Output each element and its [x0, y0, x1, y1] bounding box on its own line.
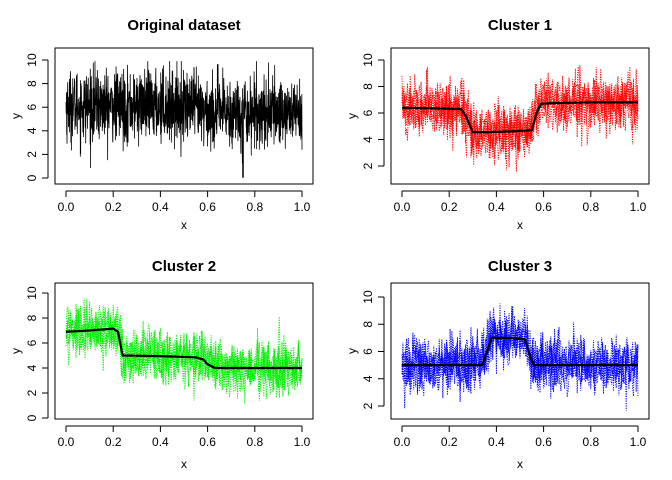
x-tick-label: 0.2: [105, 435, 122, 449]
x-tick-label: 0.8: [582, 435, 599, 449]
y-tick-label: 8: [25, 314, 39, 321]
y-tick-label: 10: [361, 290, 375, 304]
x-tick-label: 1.0: [294, 200, 311, 214]
x-axis-label: x: [181, 218, 187, 232]
plot-frame: [390, 47, 650, 185]
member-series-line: [401, 66, 639, 171]
axes-layer: 0.0 0.2 0.4 0.6 0.8 1.0 2 4 6 8 10: [361, 282, 650, 449]
y-tick-label: 4: [25, 127, 39, 134]
y-tick-label: 6: [361, 109, 375, 116]
y-tick-label: 8: [25, 80, 39, 87]
member-series-line: [65, 306, 303, 399]
axes-layer: 0.0 0.2 0.4 0.6 0.8 1.0 0 2 4 6 8 10: [25, 282, 314, 449]
x-tick-label: 0.0: [394, 435, 411, 449]
y-tick-label: 4: [361, 375, 375, 382]
y-tick-label: 6: [361, 348, 375, 355]
mean-layer: [402, 336, 638, 367]
x-tick-label: 0.4: [152, 200, 169, 214]
x-tick-label: 1.0: [630, 435, 647, 449]
y-tick-label: 2: [361, 402, 375, 409]
x-axis-label: x: [517, 218, 523, 232]
y-tick-label: 8: [361, 83, 375, 90]
x-tick-label: 0.2: [441, 200, 458, 214]
chart-title: Cluster 2: [152, 258, 216, 275]
y-tick-label: 4: [361, 136, 375, 143]
y-tick-label: 2: [25, 151, 39, 158]
axes-layer: 0.0 0.2 0.4 0.6 0.8 1.0 0 2 4 6 8 10: [25, 47, 314, 214]
plot-frame: [54, 282, 314, 420]
x-tick-label: 0.2: [105, 200, 122, 214]
cluster-mean-line: [65, 327, 302, 370]
y-axis-label: y: [9, 113, 23, 119]
x-tick-label: 0.4: [152, 435, 169, 449]
mean-layer: [65, 327, 302, 370]
panel-cluster-3: Cluster 3 x y 0.0 0.2 0.4 0.6 0.8 1.0 2 4 6 8 10: [345, 258, 650, 471]
y-tick-label: 6: [25, 339, 39, 346]
y-tick-label: 0: [25, 414, 39, 421]
y-tick-label: 10: [361, 53, 375, 67]
data-layer: [401, 65, 639, 172]
x-tick-label: 0.6: [535, 435, 552, 449]
member-series-line: [65, 297, 303, 401]
y-tick-label: 0: [25, 174, 39, 181]
chart-title: Cluster 1: [488, 17, 552, 34]
member-series-line: [65, 303, 303, 404]
y-tick-label: 6: [25, 104, 39, 111]
x-tick-label: 0.8: [582, 200, 599, 214]
x-tick-label: 0.0: [58, 200, 75, 214]
x-tick-label: 0.4: [488, 200, 505, 214]
x-tick-label: 0.6: [199, 435, 216, 449]
panel-original-dataset: Original dataset x y 0.0 0.2 0.4 0.6 0.8 1.00…: [9, 17, 314, 232]
x-tick-label: 0.0: [58, 435, 75, 449]
y-tick-label: 2: [25, 389, 39, 396]
y-axis-label: y: [345, 348, 359, 354]
x-tick-label: 1.0: [294, 435, 311, 449]
chart-title: Cluster 3: [488, 258, 552, 275]
y-tick-label: 2: [361, 162, 375, 169]
data-layer: [65, 297, 303, 404]
member-series-line: [65, 298, 303, 401]
mean-layer: [401, 101, 638, 134]
panel-cluster-1: Cluster 1 x y 0.0 0.2 0.4 0.6 0.8 1.0 2 4 6 8 10: [345, 17, 650, 232]
chart-title: Original dataset: [127, 17, 240, 34]
x-tick-label: 0.8: [246, 200, 263, 214]
plot-frame: [390, 282, 650, 420]
y-tick-label: 4: [25, 364, 39, 371]
y-tick-label: 10: [25, 53, 39, 67]
x-tick-label: 0.6: [199, 200, 216, 214]
y-tick-label: 8: [361, 321, 375, 328]
x-tick-label: 0.0: [394, 200, 411, 214]
x-tick-label: 1.0: [630, 200, 647, 214]
cluster-mean-line: [401, 101, 638, 134]
y-axis-label: y: [345, 113, 359, 119]
plot-frame: [54, 47, 314, 185]
x-tick-label: 0.8: [246, 435, 263, 449]
x-tick-label: 0.4: [488, 435, 505, 449]
series-line: [65, 61, 303, 178]
data-layer: [401, 303, 639, 411]
x-axis-label: x: [517, 457, 523, 471]
y-tick-label: 10: [25, 286, 39, 300]
x-tick-label: 0.6: [535, 200, 552, 214]
member-series-line: [401, 306, 639, 403]
cluster-mean-line: [402, 336, 638, 367]
data-layer: [65, 61, 303, 178]
axes-layer: 0.0 0.2 0.4 0.6 0.8 1.0 2 4 6 8 10: [361, 47, 650, 214]
panel-cluster-2: Cluster 2 x y 0.0 0.2 0.4 0.6 0.8 1.0 0 2 4 6 8 10: [9, 258, 314, 471]
y-axis-label: y: [9, 348, 23, 354]
x-tick-label: 0.2: [441, 435, 458, 449]
x-axis-label: x: [181, 457, 187, 471]
